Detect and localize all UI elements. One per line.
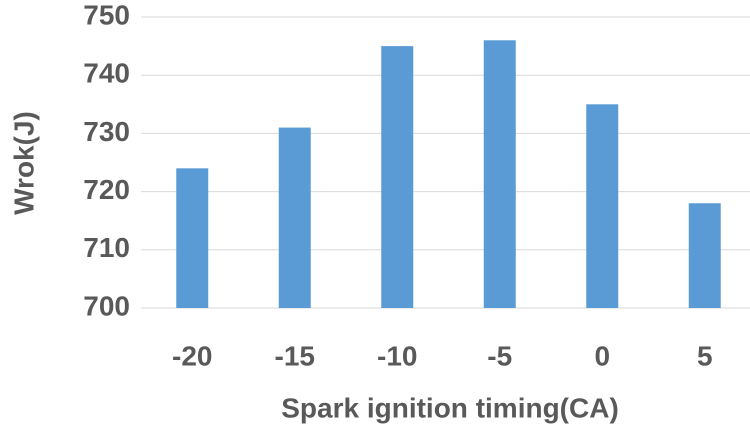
y-axis-title: Wrok(J): [8, 111, 39, 215]
x-axis-title: Spark ignition timing(CA): [281, 392, 619, 423]
bar: [381, 46, 414, 308]
x-tick-label: -20: [172, 340, 212, 371]
y-tick-label: 720: [83, 174, 130, 205]
x-tick-label: -10: [377, 340, 417, 371]
y-tick-label: 730: [83, 116, 130, 147]
y-tick-label: 740: [83, 58, 130, 89]
x-tick-label: 0: [594, 340, 610, 371]
bar: [278, 127, 311, 308]
x-tick-label: -5: [487, 340, 512, 371]
bar: [586, 104, 619, 308]
x-tick-label: -15: [275, 340, 315, 371]
y-tick-label: 710: [83, 232, 130, 263]
bar: [688, 203, 721, 308]
y-tick-label: 700: [83, 290, 130, 321]
x-tick-label: 5: [697, 340, 713, 371]
bar: [483, 40, 516, 308]
y-tick-label: 750: [83, 0, 130, 30]
bar: [176, 168, 209, 308]
